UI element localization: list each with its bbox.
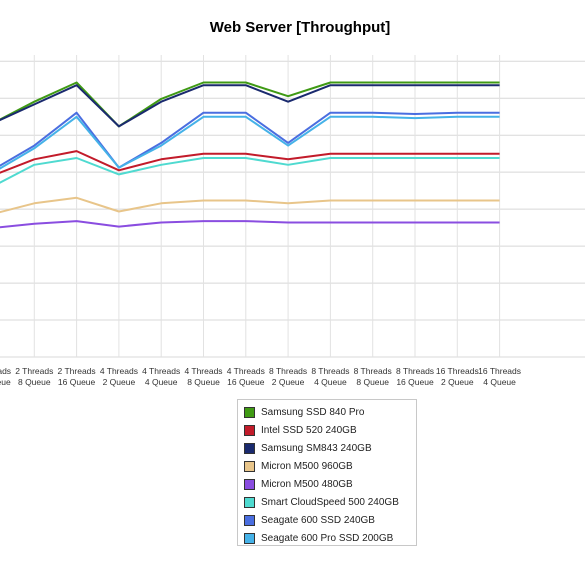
legend-label: Samsung SSD 840 Pro bbox=[261, 406, 365, 418]
x-tick-label-line2: 8 Queue bbox=[356, 377, 389, 387]
legend-swatch bbox=[244, 424, 255, 436]
legend-swatch bbox=[244, 442, 255, 454]
x-tick-label-line2: 8 Queue bbox=[18, 377, 51, 387]
series-line-micron-m500-960gb bbox=[0, 196, 500, 214]
x-tick-label-line1: 1 Threads bbox=[0, 366, 11, 376]
x-tick-label-line1: 16 Threads bbox=[436, 366, 479, 376]
legend-label: Micron M500 480GB bbox=[261, 478, 353, 490]
x-tick-label-line1: 8 Threads bbox=[354, 366, 392, 376]
x-tick-label-line1: 8 Threads bbox=[311, 366, 349, 376]
x-tick-label-line1: 4 Threads bbox=[227, 366, 265, 376]
legend-item: Micron M500 480GB bbox=[244, 475, 416, 493]
x-tick-label-line2: 2 Queue bbox=[103, 377, 136, 387]
legend-label: Samsung SM843 240GB bbox=[261, 442, 372, 454]
legend-swatch bbox=[244, 460, 255, 472]
legend-label: Smart CloudSpeed 500 240GB bbox=[261, 496, 399, 508]
series-line-seagate-600-pro-ssd-200gb bbox=[0, 115, 500, 170]
x-tick-label-line2: 4 Queue bbox=[314, 377, 347, 387]
legend-label: Seagate 600 Pro SSD 200GB bbox=[261, 532, 394, 544]
x-tick-label-line2: 8 Queue bbox=[187, 377, 220, 387]
series-line-samsung-sm843-240gb bbox=[0, 84, 500, 128]
x-tick-label-line1: 2 Threads bbox=[58, 366, 96, 376]
legend-item: Micron M500 960GB bbox=[244, 457, 416, 475]
x-tick-label-line2: 2 Queue bbox=[272, 377, 305, 387]
series-line-intel-ssd-520-240gb bbox=[0, 150, 500, 174]
x-tick-label-line1: 4 Threads bbox=[100, 366, 138, 376]
legend: Samsung SSD 840 Pro Intel SSD 520 240GB Sa… bbox=[237, 399, 417, 546]
x-tick-label-line2: 16 Queue bbox=[396, 377, 434, 387]
x-tick-label-line2: 16 Queue bbox=[0, 377, 11, 387]
legend-item: Intel SSD 520 240GB bbox=[244, 421, 416, 439]
x-tick-label-line1: 4 Threads bbox=[142, 366, 180, 376]
legend-label: Intel SSD 520 240GB bbox=[261, 424, 357, 436]
x-tick-label-line2: 16 Queue bbox=[58, 377, 96, 387]
series-line-smart-cloudspeed-500-240gb bbox=[0, 157, 500, 184]
x-tick-label-line1: 16 Threads bbox=[478, 366, 521, 376]
x-tick-label-line2: 4 Queue bbox=[145, 377, 178, 387]
legend-label: Micron M500 960GB bbox=[261, 460, 353, 472]
series-line-seagate-600-ssd-240gb bbox=[0, 111, 500, 169]
x-tick-label-line1: 4 Threads bbox=[184, 366, 222, 376]
legend-item: Seagate 600 SSD 240GB bbox=[244, 511, 416, 529]
legend-item: Samsung SM843 240GB bbox=[244, 439, 416, 457]
legend-swatch bbox=[244, 514, 255, 526]
legend-item: Samsung SSD 840 Pro bbox=[244, 403, 416, 421]
legend-item: Seagate 600 Pro SSD 200GB bbox=[244, 529, 416, 547]
x-tick-label-line2: 2 Queue bbox=[441, 377, 474, 387]
x-tick-label-line1: 8 Threads bbox=[396, 366, 434, 376]
series-line-samsung-ssd-840-pro bbox=[0, 81, 500, 128]
x-tick-label-line2: 16 Queue bbox=[227, 377, 265, 387]
series-line-micron-m500-480gb bbox=[0, 220, 500, 229]
legend-swatch bbox=[244, 532, 255, 544]
series-lines bbox=[0, 81, 500, 229]
chart-grid bbox=[0, 55, 585, 358]
legend-swatch bbox=[244, 478, 255, 490]
legend-swatch bbox=[244, 406, 255, 418]
chart-title: Web Server [Throughput] bbox=[209, 19, 391, 36]
legend-swatch bbox=[244, 496, 255, 508]
x-tick-label-line2: 4 Queue bbox=[483, 377, 516, 387]
x-tick-label-line1: 8 Threads bbox=[269, 366, 307, 376]
legend-label: Seagate 600 SSD 240GB bbox=[261, 514, 375, 526]
legend-item: Smart CloudSpeed 500 240GB bbox=[244, 493, 416, 511]
x-tick-label-line1: 2 Threads bbox=[15, 366, 53, 376]
